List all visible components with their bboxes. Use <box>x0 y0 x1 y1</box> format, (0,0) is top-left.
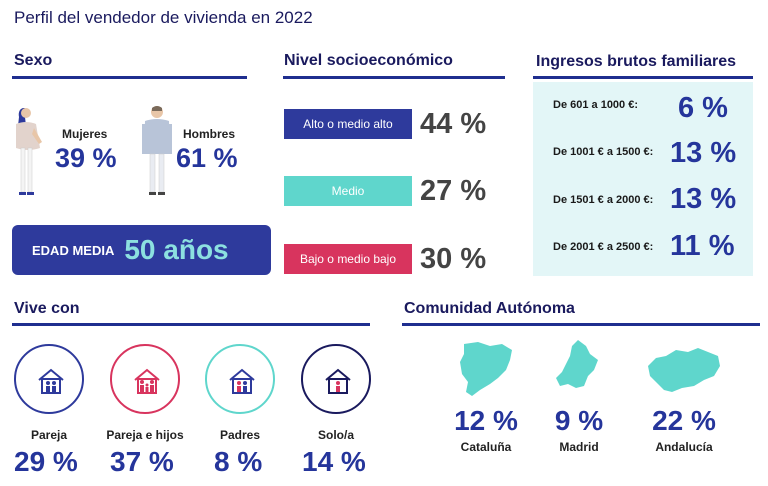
woman-figure-icon <box>16 108 42 195</box>
andalucia-map-icon <box>648 348 720 392</box>
ingresos-rule <box>533 76 753 79</box>
nivel-medio-value: 27 % <box>420 175 487 207</box>
hombres-value: 61 % <box>176 143 238 173</box>
comunidad-rule <box>402 323 760 326</box>
vive-rule <box>12 323 370 326</box>
vive-heading: Vive con <box>14 300 80 317</box>
single-house-icon <box>301 344 371 414</box>
nivel-bajo-value: 30 % <box>420 243 487 275</box>
hombres-label: Hombres <box>183 127 236 141</box>
nivel-alto-bar: Alto o medio alto <box>284 109 412 139</box>
ingresos-row-label: De 601 a 1000 €: <box>553 99 639 111</box>
vive-solo-value: 14 % <box>302 446 366 477</box>
family-house-icon <box>110 344 180 414</box>
ingresos-row-label: De 1501 € a 2000 €: <box>553 194 654 206</box>
andalucia-label: Andalucía <box>655 440 713 454</box>
sexo-rule <box>12 76 247 79</box>
vive-pareja-hijos-value: 37 % <box>110 446 174 477</box>
couple-house-icon <box>14 344 84 414</box>
sexo-heading: Sexo <box>14 52 53 69</box>
vive-padres-value: 8 % <box>214 446 263 477</box>
parents-house-icon <box>205 344 275 414</box>
nivel-heading: Nivel socioeconómico <box>284 52 453 69</box>
page-title: Perfil del vendedor de vivienda en 2022 <box>14 8 313 27</box>
mujeres-value: 39 % <box>55 143 117 173</box>
cataluna-label: Cataluña <box>460 440 512 454</box>
madrid-value: 9 % <box>554 405 604 436</box>
comunidad-heading: Comunidad Autónoma <box>404 300 575 317</box>
ingresos-row-value: 13 % <box>670 183 737 215</box>
nivel-alto-value: 44 % <box>420 108 487 140</box>
vive-pareja-hijos-label: Pareja e hijos <box>106 428 184 442</box>
nivel-medio-bar: Medio <box>284 176 412 206</box>
andalucia-value: 22 % <box>652 405 716 436</box>
ingresos-row-label: De 1001 € a 1500 €: <box>553 146 654 158</box>
mujeres-label: Mujeres <box>62 127 108 141</box>
ingresos-panel <box>533 82 753 276</box>
ingresos-row-value: 13 % <box>670 137 737 169</box>
cataluna-map-icon <box>460 342 512 396</box>
ingresos-row-value: 6 % <box>678 92 728 124</box>
man-figure-icon <box>142 106 172 195</box>
nivel-rule <box>283 76 505 79</box>
edad-media-label: EDAD MEDIA <box>32 242 115 258</box>
madrid-map-icon <box>556 340 598 388</box>
edad-media-value: 50 años <box>124 234 229 265</box>
madrid-label: Madrid <box>559 440 599 454</box>
ingresos-heading: Ingresos brutos familiares <box>536 53 737 70</box>
vive-solo-label: Solo/a <box>317 428 354 442</box>
vive-padres-label: Padres <box>219 428 261 442</box>
vive-pareja-label: Pareja <box>30 428 68 442</box>
edad-media-banner: EDAD MEDIA 50 años <box>12 225 271 275</box>
ingresos-row-value: 11 % <box>670 230 735 262</box>
ingresos-row-label: De 2001 € a 2500 €: <box>553 241 654 253</box>
nivel-bajo-bar: Bajo o medio bajo <box>284 244 412 274</box>
cataluna-value: 12 % <box>454 405 518 436</box>
vive-pareja-value: 29 % <box>14 446 78 477</box>
